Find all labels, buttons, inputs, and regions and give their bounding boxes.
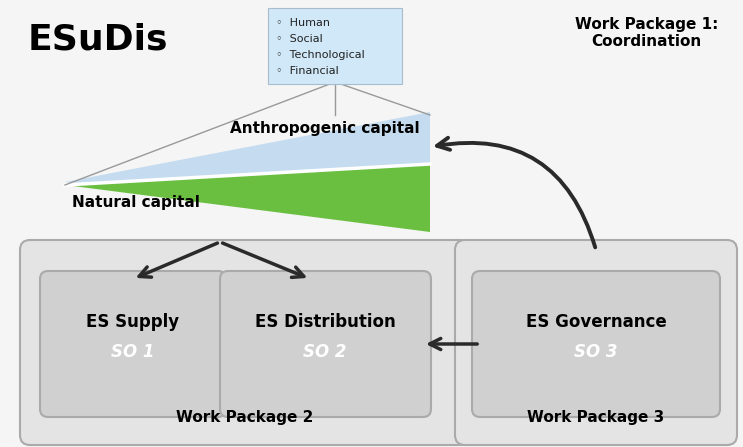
Text: ES Supply: ES Supply	[86, 313, 180, 331]
Text: ◦  Human: ◦ Human	[276, 18, 330, 28]
Text: ES Governance: ES Governance	[525, 313, 666, 331]
Text: Work Package 1:
Coordination: Work Package 1: Coordination	[574, 17, 718, 50]
FancyBboxPatch shape	[472, 271, 720, 417]
FancyBboxPatch shape	[20, 240, 470, 445]
FancyBboxPatch shape	[220, 271, 431, 417]
FancyBboxPatch shape	[268, 8, 402, 84]
Text: Work Package 2: Work Package 2	[176, 410, 314, 425]
Text: SO 2: SO 2	[303, 343, 347, 361]
Polygon shape	[65, 164, 430, 232]
FancyBboxPatch shape	[40, 271, 226, 417]
Text: Work Package 3: Work Package 3	[528, 410, 665, 425]
Text: SO 3: SO 3	[574, 343, 617, 361]
FancyBboxPatch shape	[455, 240, 737, 445]
Text: SO 1: SO 1	[111, 343, 155, 361]
Polygon shape	[65, 115, 430, 185]
Text: ◦  Social: ◦ Social	[276, 34, 322, 44]
Text: ESuDis: ESuDis	[28, 22, 169, 56]
Text: ◦  Technological: ◦ Technological	[276, 50, 365, 60]
Text: Anthropogenic capital: Anthropogenic capital	[230, 121, 420, 136]
Text: ES Distribution: ES Distribution	[255, 313, 395, 331]
Text: Natural capital: Natural capital	[72, 195, 200, 210]
Text: ◦  Financial: ◦ Financial	[276, 66, 339, 76]
Polygon shape	[65, 112, 430, 229]
